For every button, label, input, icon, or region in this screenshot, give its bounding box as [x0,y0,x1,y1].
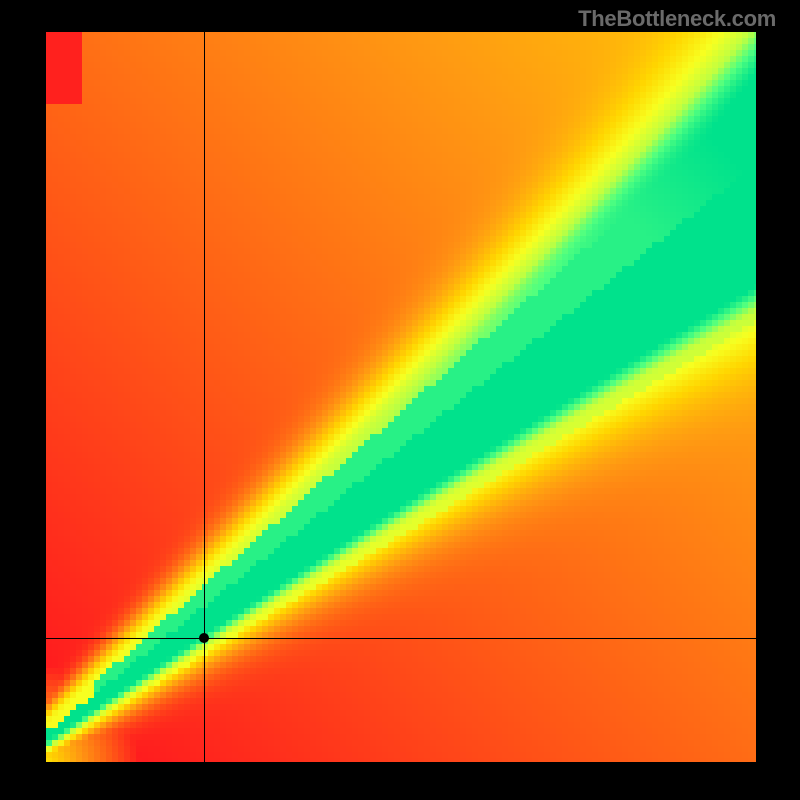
heatmap-plot [46,32,756,762]
watermark-text: TheBottleneck.com [578,6,776,32]
heatmap-canvas [46,32,756,762]
crosshair-marker [199,633,209,643]
crosshair-horizontal [46,638,756,639]
crosshair-vertical [204,32,205,762]
